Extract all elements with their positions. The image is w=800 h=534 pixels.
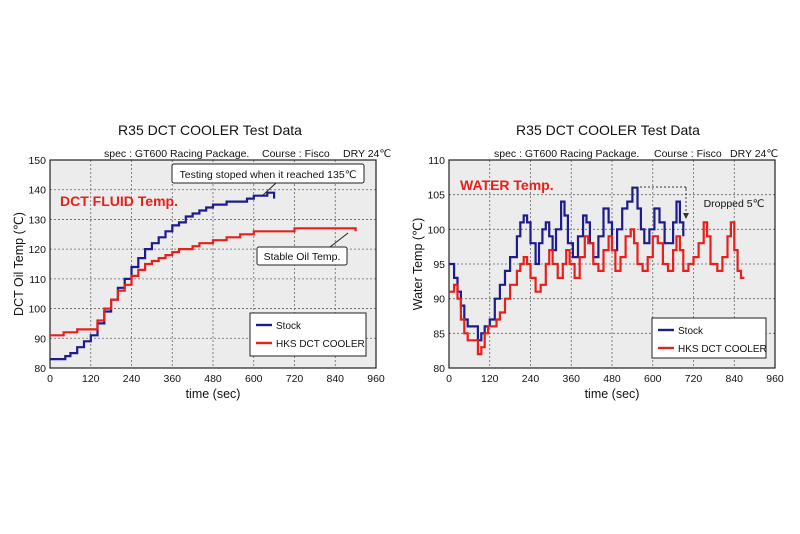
legend-box — [651, 317, 767, 359]
chart-subtitle-condition: DRY 24℃ — [730, 148, 778, 160]
x-axis-label: time (sec) — [585, 387, 640, 401]
legend-label: HKS DCT COOLER — [678, 344, 767, 355]
chart-2: R35 DCT COOLER Test Data spec : GT600 Rac… — [411, 122, 784, 401]
x-tick-label: 840 — [725, 373, 743, 385]
x-tick-label: 960 — [766, 373, 784, 385]
annotation-leader — [261, 182, 277, 197]
y-tick-label: 95 — [433, 259, 445, 271]
x-tick-label: 240 — [522, 373, 540, 385]
annotation-bracket — [632, 186, 687, 216]
legend-label: Stock — [276, 321, 302, 332]
panel-label: WATER Temp. — [460, 177, 554, 193]
y-axis-label: DCT Oil Temp (℃) — [12, 212, 26, 316]
y-tick-label: 110 — [428, 155, 445, 167]
y-tick-label: 110 — [29, 274, 46, 286]
x-tick-label: 720 — [685, 373, 703, 385]
chart-title: R35 DCT COOLER Test Data — [118, 122, 302, 138]
y-tick-label: 100 — [427, 224, 445, 236]
series-line-hks-dct-cooler — [449, 221, 745, 356]
x-tick-label: 360 — [163, 373, 181, 385]
legend-label: HKS DCT COOLER — [276, 339, 365, 350]
plot-frame — [49, 159, 377, 369]
y-tick-label: 80 — [34, 363, 46, 375]
y-tick-label: 150 — [28, 155, 46, 167]
annotation-text: Dropped 5℃ — [704, 198, 765, 210]
panel-label: DCT FLUID Temp. — [60, 193, 178, 209]
annotation-text: Stable Oil Temp. — [264, 251, 341, 263]
y-tick-label: 105 — [427, 190, 445, 202]
x-tick-label: 240 — [123, 373, 141, 385]
series-line-stock — [50, 191, 276, 361]
chart-subtitle-course: Course : Fisco — [654, 148, 722, 160]
y-tick-label: 90 — [34, 333, 46, 345]
x-tick-label: 720 — [286, 373, 304, 385]
chart-title: R35 DCT COOLER Test Data — [516, 122, 700, 138]
chart-1: R35 DCT COOLER Test Data spec : GT600 Rac… — [12, 122, 391, 401]
x-tick-label: 120 — [481, 373, 499, 385]
x-tick-label: 840 — [326, 373, 344, 385]
x-tick-label: 480 — [204, 373, 222, 385]
annotation-box — [256, 246, 348, 266]
x-tick-label: 960 — [367, 373, 385, 385]
legend-label: Stock — [678, 326, 704, 337]
y-tick-label: 85 — [433, 328, 445, 340]
x-tick-label: 480 — [603, 373, 621, 385]
x-axis-label: time (sec) — [186, 387, 241, 401]
y-tick-label: 100 — [28, 304, 46, 316]
y-tick-label: 120 — [28, 244, 46, 256]
annotation-box — [171, 163, 365, 184]
y-tick-label: 90 — [433, 294, 445, 306]
y-tick-label: 130 — [28, 214, 46, 226]
annotation-arrow — [683, 213, 689, 219]
x-tick-label: 0 — [47, 373, 53, 385]
y-tick-label: 140 — [28, 185, 46, 197]
annotation-text: Testing stoped when it reached 135℃ — [180, 169, 357, 181]
y-tick-label: 80 — [433, 363, 445, 375]
legend-box — [249, 312, 367, 357]
x-tick-label: 600 — [245, 373, 263, 385]
series-line-hks-dct-cooler — [50, 227, 357, 337]
x-tick-label: 120 — [82, 373, 100, 385]
x-tick-label: 360 — [562, 373, 580, 385]
annotation-leader — [329, 232, 349, 248]
x-tick-label: 600 — [644, 373, 662, 385]
chart-subtitle-condition: DRY 24℃ — [343, 148, 391, 160]
chart-subtitle-spec: spec : GT600 Racing Package. — [104, 148, 249, 160]
chart-subtitle-spec: spec : GT600 Racing Package. — [494, 148, 639, 160]
x-tick-label: 0 — [446, 373, 452, 385]
y-axis-label: Water Temp (℃) — [411, 218, 425, 311]
chart-subtitle-course: Course : Fisco — [262, 148, 330, 160]
